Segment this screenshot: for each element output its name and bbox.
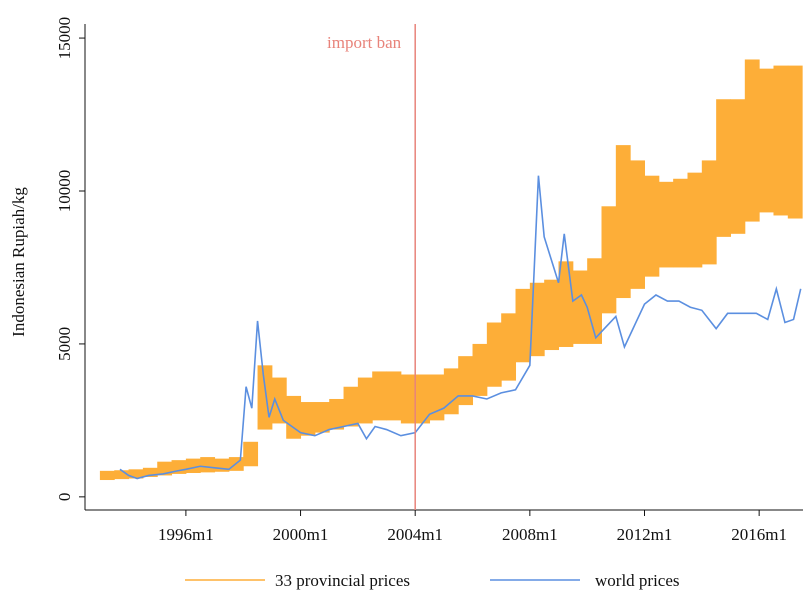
band-segment: [200, 457, 216, 473]
band-segment: [314, 402, 330, 433]
y-tick-label: 0: [55, 493, 74, 502]
x-tick-label: 2000m1: [273, 525, 329, 544]
band-segment: [400, 374, 416, 424]
band-segment: [687, 172, 703, 268]
band-segment: [486, 322, 502, 387]
band-segment: [300, 402, 316, 436]
band-segment: [243, 441, 259, 467]
band-segment: [601, 206, 617, 314]
band-segment: [773, 65, 789, 216]
band-segment: [329, 398, 345, 430]
x-tick-label: 2008m1: [502, 525, 558, 544]
x-tick-label: 2012m1: [617, 525, 673, 544]
band-segment: [458, 356, 474, 406]
y-tick-label: 5000: [55, 327, 74, 361]
y-tick-label: 15000: [55, 17, 74, 60]
band-segment: [558, 261, 574, 347]
legend-label: world prices: [595, 571, 680, 590]
band-segment: [501, 313, 517, 381]
y-axis-label: Indonesian Rupiah/kg: [9, 187, 28, 337]
band-segment: [787, 65, 803, 219]
band-segment: [357, 377, 373, 424]
band-segment: [472, 343, 488, 396]
band-segment: [372, 371, 388, 421]
x-tick-label: 1996m1: [158, 525, 214, 544]
band-segment: [343, 386, 359, 427]
x-tick-label: 2004m1: [387, 525, 443, 544]
band-segment: [658, 181, 674, 268]
band-segment: [544, 279, 560, 351]
band-segment: [759, 68, 774, 213]
legend-label: 33 provincial prices: [275, 571, 410, 590]
band-segment: [644, 175, 660, 277]
band-segment: [716, 99, 731, 237]
annotation-label: import ban: [327, 33, 402, 52]
x-tick-label: 2016m1: [731, 525, 787, 544]
band-segment: [286, 395, 302, 439]
band-segment: [185, 458, 201, 473]
band-segment: [572, 270, 588, 344]
line: [119, 175, 802, 480]
band-segment: [630, 160, 645, 289]
band-segment: [615, 145, 631, 299]
band-segment: [515, 288, 531, 363]
y-tick-label: 10000: [55, 170, 74, 213]
band-segment: [673, 178, 688, 268]
band-segment: [443, 368, 459, 415]
band-segment: [701, 160, 717, 265]
band-segment: [114, 470, 130, 480]
band-segment: [128, 469, 144, 479]
band-segment: [744, 59, 760, 222]
band-segment: [257, 365, 273, 430]
band-segment: [99, 470, 115, 481]
band-segment: [730, 99, 746, 234]
band-segment: [271, 377, 287, 424]
band-segment: [142, 467, 158, 477]
band-segment: [386, 371, 402, 421]
band-segment: [415, 374, 431, 424]
